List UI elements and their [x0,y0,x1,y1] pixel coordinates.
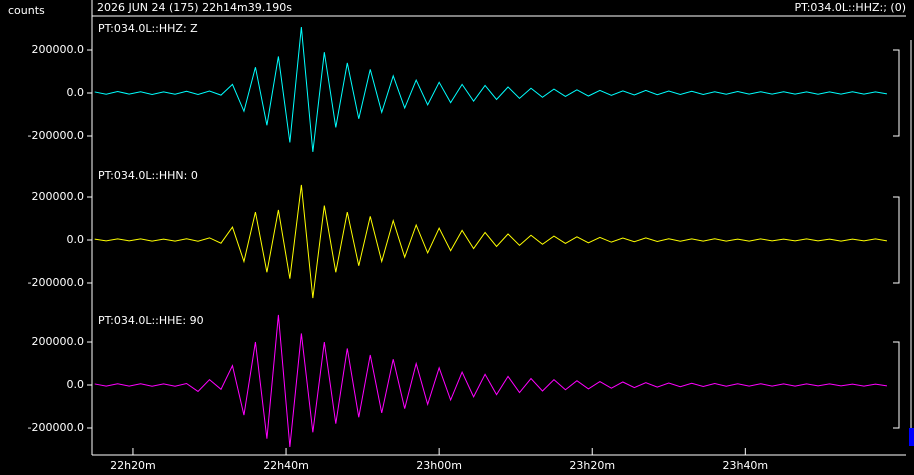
channel-label: PT:034.0L::HHE: 90 [98,314,204,327]
y-tick-label: 0.0 [67,86,85,99]
y-unit-label: counts [8,4,45,17]
selected-channel: PT:034.0L::HHZ:; (0) [795,1,906,14]
channel-label: PT:034.0L::HHZ: Z [98,22,198,35]
x-tick-label: 23h40m [722,459,768,472]
x-tick-label: 23h00m [416,459,462,472]
waveform [94,26,888,152]
y-tick-label: 200000.0 [32,190,85,203]
x-tick-label: 22h40m [263,459,309,472]
x-tick-label: 23h20m [569,459,615,472]
scroll-thumb[interactable] [909,428,914,446]
y-tick-label: 200000.0 [32,335,85,348]
scale-bracket [893,49,900,137]
channel-label: PT:034.0L::HHN: 0 [98,169,198,182]
y-tick-label: -200000.0 [28,421,84,434]
y-tick-label: 0.0 [67,378,85,391]
scale-bracket [893,341,900,429]
y-tick-label: 200000.0 [32,43,85,56]
start-time: 2026 JUN 24 (175) 22h14m39.190s [97,1,292,14]
x-tick-label: 22h20m [110,459,156,472]
scale-bracket [893,196,900,284]
waveform [94,184,888,299]
y-tick-label: -200000.0 [28,129,84,142]
waveform [94,314,888,447]
y-tick-label: 0.0 [67,233,85,246]
y-tick-label: -200000.0 [28,276,84,289]
